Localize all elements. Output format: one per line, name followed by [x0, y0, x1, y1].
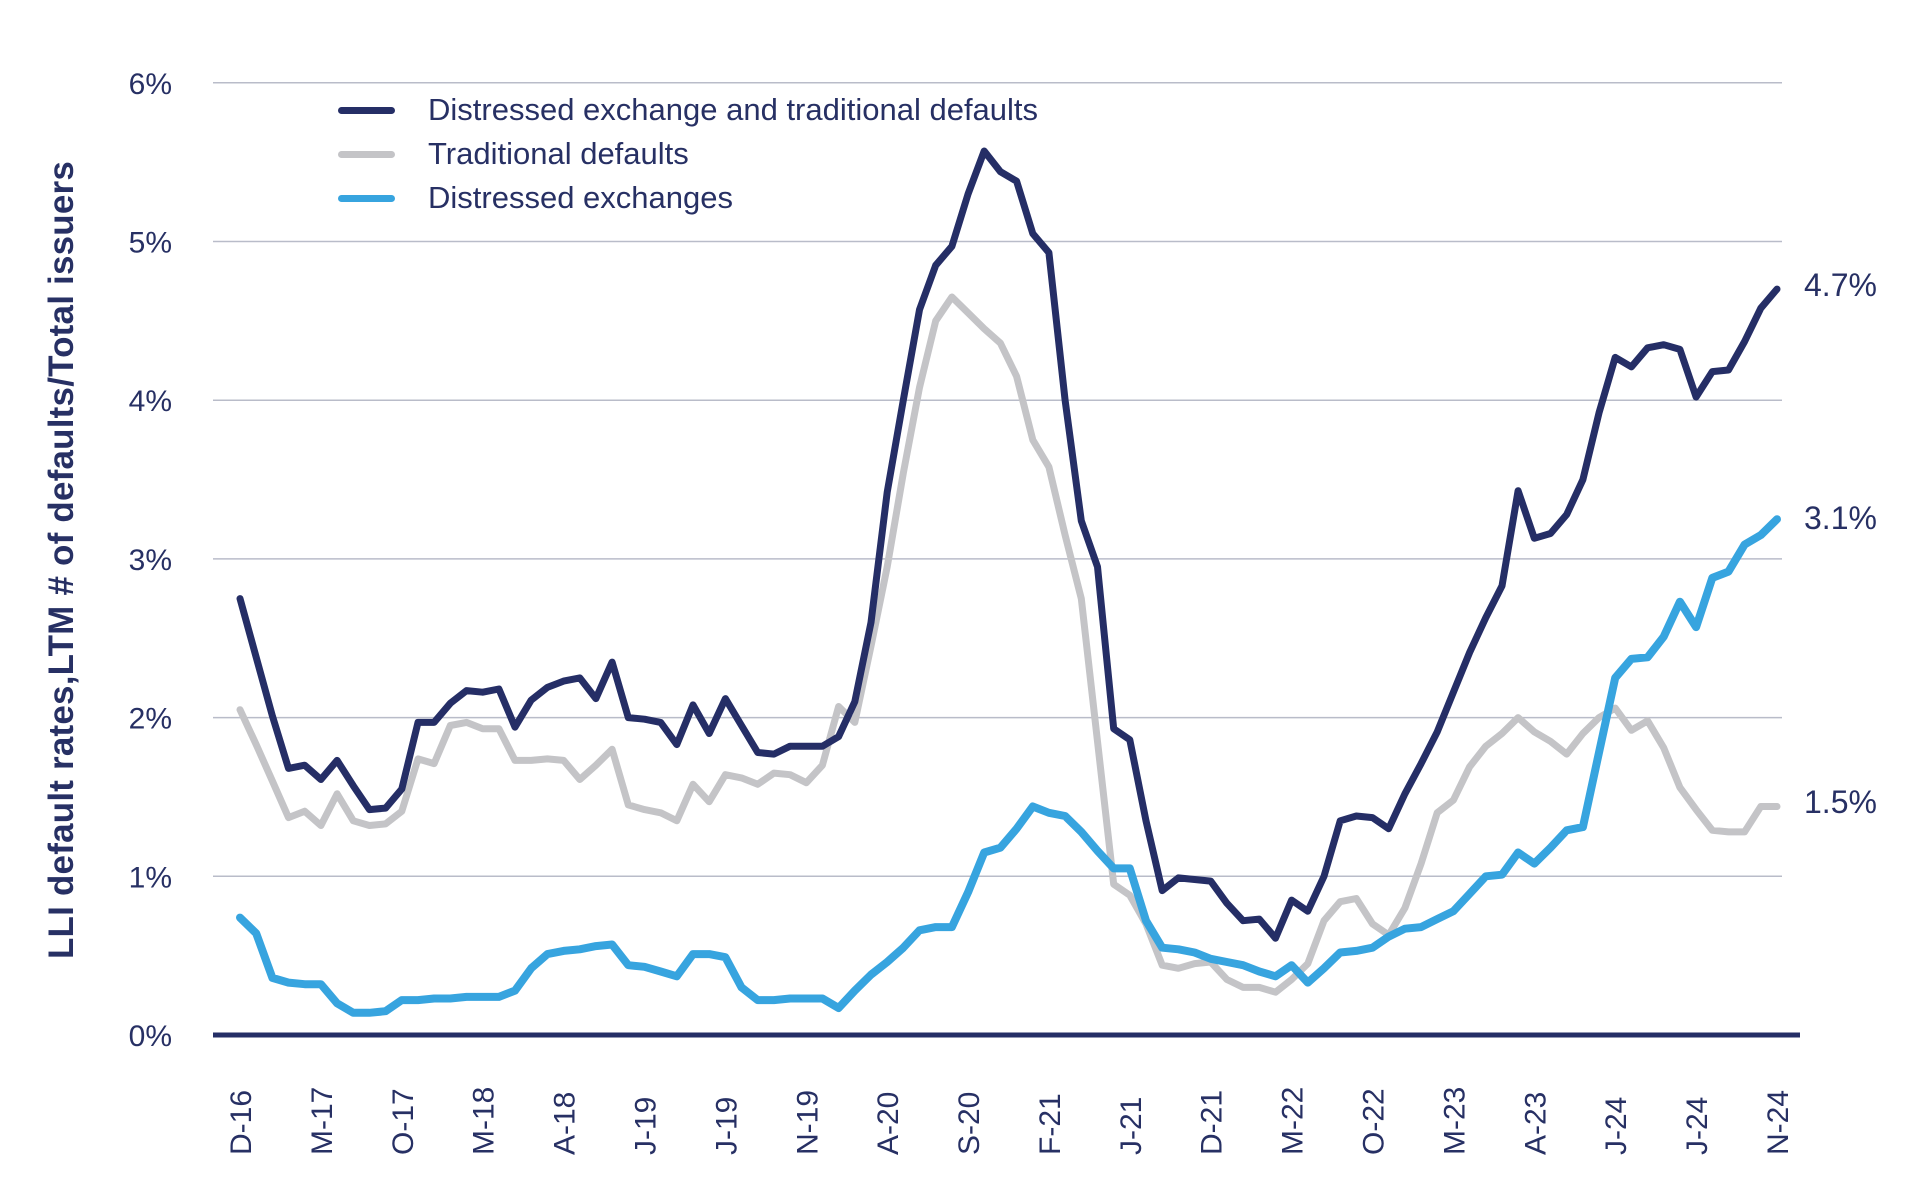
x-tick-label: N-24	[1762, 1090, 1795, 1155]
x-tick-label: A-23	[1519, 1092, 1552, 1155]
x-tick-label: J-24	[1681, 1097, 1714, 1155]
x-tick-label: M-22	[1277, 1087, 1310, 1155]
x-tick-label: J-21	[1115, 1097, 1148, 1155]
x-tick-label: N-19	[791, 1090, 824, 1155]
series-line-distressed-exchanges	[236, 515, 1781, 1017]
legend: Distressed exchange and traditional defa…	[338, 88, 1038, 220]
x-tick-label: S-20	[953, 1092, 986, 1155]
legend-item-combined-defaults: Distressed exchange and traditional defa…	[338, 88, 1038, 132]
x-tick-label: J-24	[1600, 1097, 1633, 1155]
x-tick-label: D-21	[1196, 1090, 1229, 1155]
y-tick-label: 4%	[129, 385, 172, 418]
y-tick-label: 3%	[129, 544, 172, 577]
x-tick-label: M-18	[468, 1087, 501, 1155]
series-line-traditional-defaults	[236, 293, 1781, 996]
legend-label: Distressed exchange and traditional defa…	[428, 92, 1039, 127]
end-value-label-combined: 4.7%	[1804, 267, 1877, 304]
x-tick-label: J-19	[710, 1097, 743, 1155]
x-tick-label: M-23	[1438, 1087, 1471, 1155]
x-tick-label: J-19	[629, 1097, 662, 1155]
x-tick-label: M-17	[306, 1087, 339, 1155]
legend-item-distressed-exchanges: Distressed exchanges	[338, 176, 1038, 220]
x-tick-label: A-18	[549, 1092, 582, 1155]
legend-swatch-traditional-defaults-icon	[338, 150, 395, 158]
y-tick-label: 1%	[129, 861, 172, 894]
y-tick-label: 0%	[129, 1020, 172, 1053]
series-line-combined-defaults	[236, 147, 1781, 942]
legend-swatch-combined-defaults-icon	[338, 106, 395, 114]
y-tick-label: 5%	[129, 227, 172, 260]
legend-swatch-distressed-exchanges-icon	[338, 194, 395, 202]
end-value-label-traditional: 1.5%	[1804, 784, 1877, 821]
legend-label: Distressed exchanges	[428, 180, 733, 215]
x-tick-label: O-22	[1358, 1088, 1391, 1155]
x-tick-label: D-16	[225, 1090, 258, 1155]
legend-label: Traditional defaults	[428, 136, 689, 171]
y-axis-title: LLI default rates,LTM # of defaults/Tota…	[42, 160, 81, 960]
x-tick-label: O-17	[387, 1088, 420, 1155]
y-tick-label: 2%	[129, 703, 172, 736]
end-value-label-distressed-exchanges: 3.1%	[1804, 500, 1877, 537]
y-tick-label: 6%	[129, 68, 172, 101]
x-tick-label: A-20	[872, 1092, 905, 1155]
x-tick-label: F-21	[1034, 1093, 1067, 1155]
legend-item-traditional-defaults: Traditional defaults	[338, 132, 1038, 176]
